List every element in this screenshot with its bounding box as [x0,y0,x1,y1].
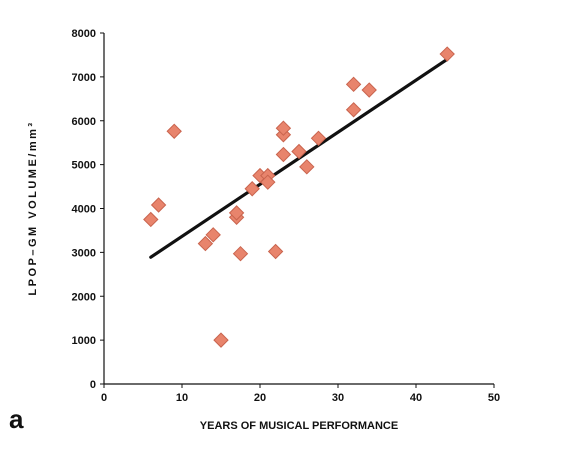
x-tick-label: 50 [488,392,500,404]
data-point [275,120,292,136]
y-tick-label: 5000 [72,160,96,172]
y-tick-label: 2000 [72,291,96,303]
y-axis-title: LPOP–GM VOLUME/mm³ [27,120,39,295]
y-tick-label: 0 [90,379,96,391]
data-point [213,332,229,348]
y-tick-label: 7000 [72,72,96,84]
data-point [275,146,292,163]
data-point [345,76,362,93]
x-tick-label: 30 [332,392,344,404]
y-tick-label: 3000 [72,247,96,259]
data-point [310,130,327,147]
y-tick-label: 8000 [72,28,96,40]
data-point [361,82,377,98]
y-tick-label: 6000 [72,116,96,128]
data-point [197,235,214,252]
x-tick-label: 0 [101,392,107,404]
data-point [345,102,362,118]
data-point [244,181,260,197]
data-points-group [143,46,455,348]
data-point [228,205,245,221]
data-point [260,174,276,190]
x-tick-label: 10 [176,392,188,404]
data-point [267,243,284,260]
panel-label: a [9,404,24,434]
x-axis-title: YEARS OF MUSICAL PERFORMANCE [200,420,398,432]
data-point [299,159,315,175]
x-tick-label: 20 [254,392,266,404]
data-point [291,143,307,160]
y-tick-label: 4000 [72,204,96,216]
y-tick-label: 1000 [72,335,96,347]
x-tick-label: 40 [410,392,422,404]
data-point [150,197,167,213]
data-point [143,211,159,228]
data-point [205,227,221,243]
x-axis: 0 10 20 30 40 50 [101,383,500,404]
data-point [232,245,249,262]
data-point [439,46,455,62]
y-axis: 0 1000 2000 3000 4000 5000 6000 7000 8000 [72,28,105,391]
data-point [166,123,182,139]
